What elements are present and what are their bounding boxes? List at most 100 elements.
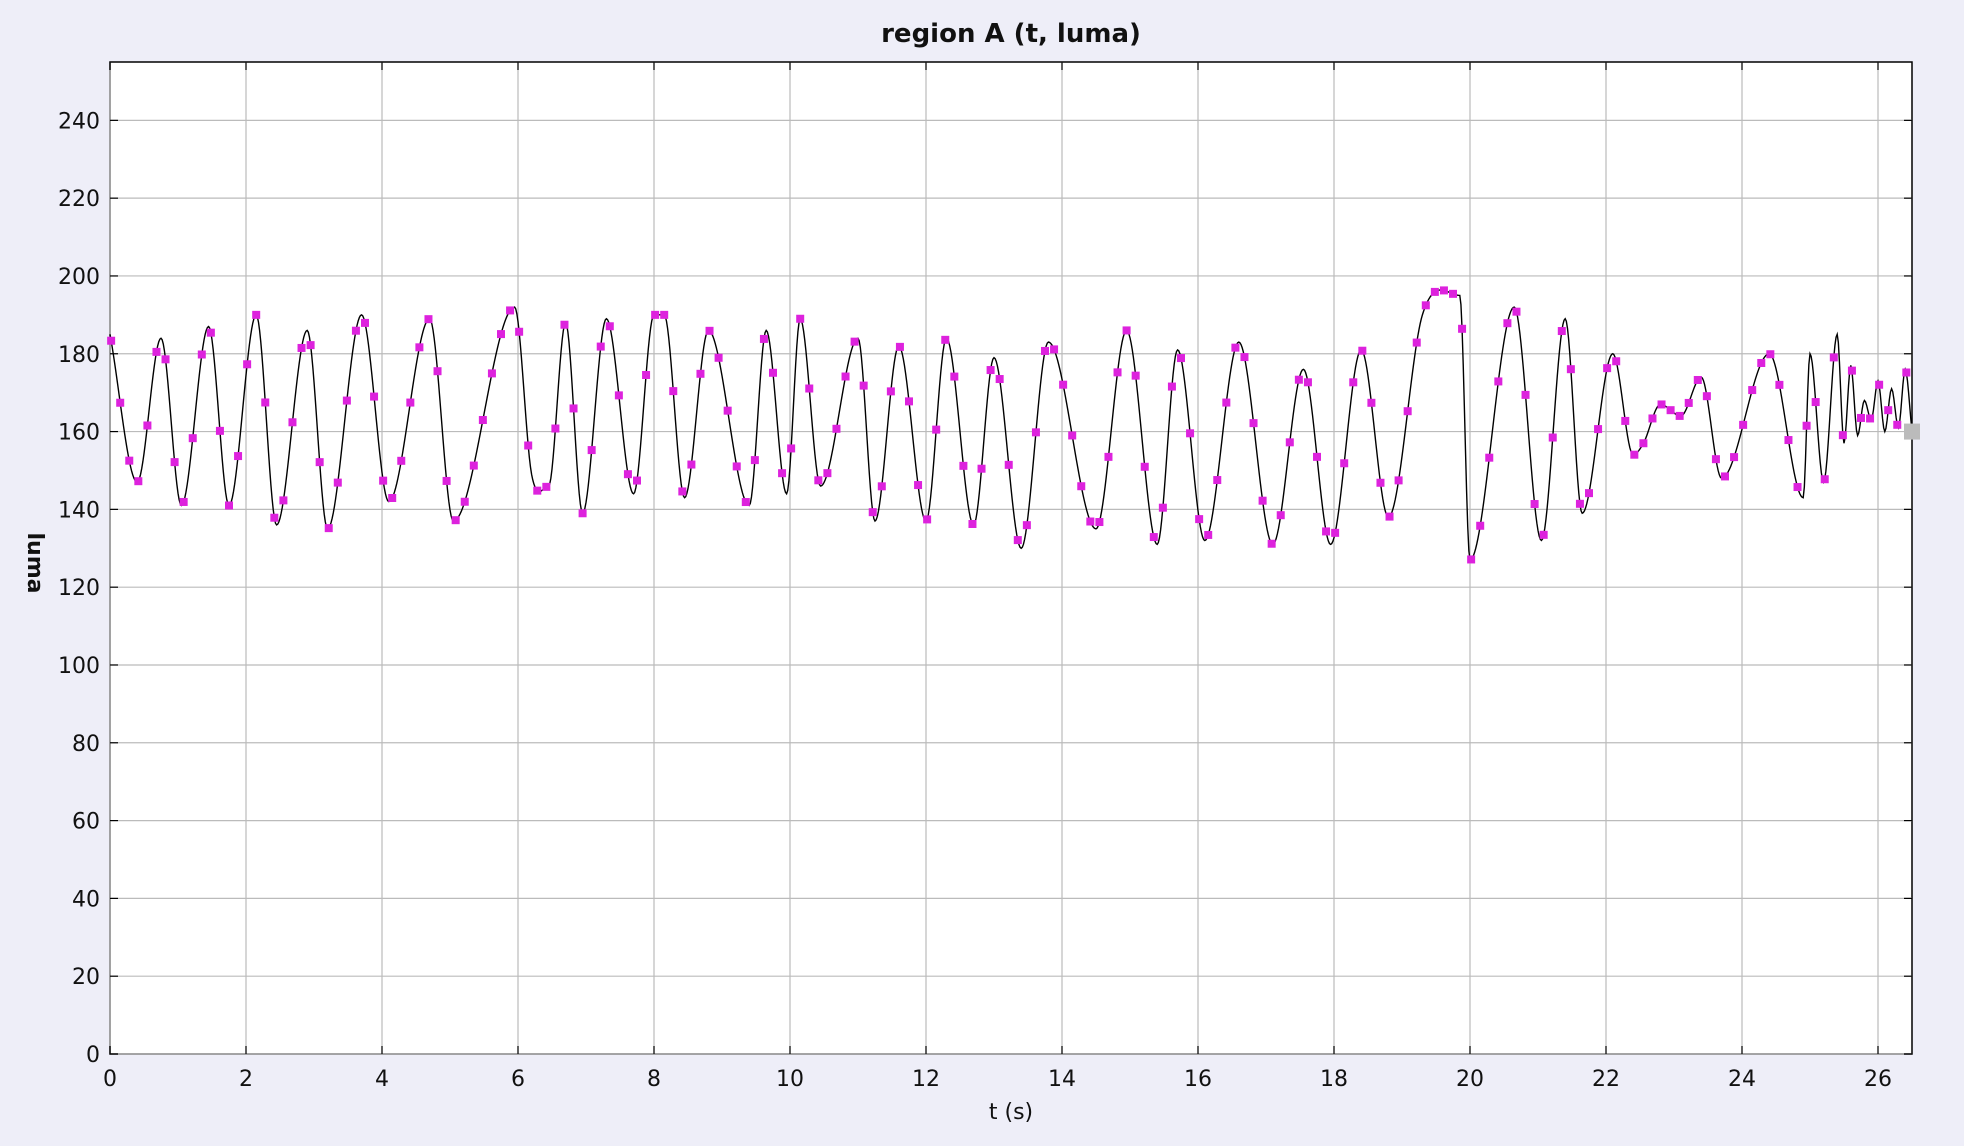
data-point-marker [1566,365,1575,374]
data-point-marker [986,366,995,375]
data-point-marker [107,336,116,345]
data-point-marker [261,398,270,407]
data-point-marker [1358,346,1367,355]
y-tick-label: 200 [58,265,100,290]
data-point-marker [1086,517,1095,526]
data-point-marker [578,509,587,518]
data-point-marker [315,458,324,467]
data-point-marker [1249,419,1258,428]
x-tick-label: 6 [511,1067,525,1092]
x-tick-label: 18 [1320,1067,1348,1092]
data-point-marker [1231,343,1240,352]
data-point-marker [460,497,469,506]
data-point-marker [1766,350,1775,359]
x-tick-label: 26 [1864,1067,1892,1092]
data-point-marker [1902,368,1911,377]
data-point-marker [1068,431,1077,440]
x-tick-label: 24 [1728,1067,1756,1092]
data-point-marker [796,314,805,323]
data-point-marker [959,461,968,470]
data-point-marker [324,524,333,533]
data-point-marker [1240,353,1249,362]
data-point-marker [170,458,179,467]
data-point-marker [678,487,687,496]
data-point-marker [1439,286,1448,295]
data-point-marker [1857,413,1865,422]
data-point-marker [1521,390,1530,399]
data-point-marker [1140,462,1149,471]
data-point-marker [333,478,342,487]
data-point-marker [1648,414,1657,423]
data-point-marker [1041,346,1049,355]
data-point-marker [805,384,814,393]
data-point-marker [116,398,125,407]
data-point-marker [769,368,777,377]
data-point-marker [206,328,215,337]
data-point-marker [687,460,696,469]
y-tick-label: 20 [72,965,100,990]
data-point-marker [714,353,723,362]
data-point-marker [161,355,170,364]
data-point-marker [1893,420,1902,429]
data-point-marker [1449,289,1457,298]
y-tick-label: 60 [72,810,100,835]
series-layer [107,286,1920,564]
data-point-marker [424,315,433,324]
data-point-marker [1331,528,1340,537]
data-point-marker [696,369,705,378]
data-point-marker [1847,366,1856,375]
x-tick-label: 0 [103,1067,117,1092]
x-tick-label: 4 [375,1067,389,1092]
x-tick-label: 22 [1592,1067,1620,1092]
data-point-marker [723,406,732,415]
data-point-marker [1267,539,1276,548]
data-point-marker [1575,499,1584,508]
data-point-marker [1621,416,1630,425]
data-point-marker [1530,500,1539,509]
data-point-marker [1403,407,1412,416]
y-tick-label: 160 [58,421,100,446]
x-tick-label: 12 [912,1067,940,1092]
y-tick-label: 240 [58,109,100,134]
data-point-marker [1548,433,1557,442]
data-point-marker [1802,421,1811,430]
data-point-marker [1612,357,1621,366]
y-axis-label: luma [22,533,47,594]
data-point-marker [506,306,515,315]
data-point-marker [1430,287,1439,296]
data-point-marker [1050,345,1059,354]
x-tick-label: 8 [647,1067,661,1092]
data-point-marker [1285,438,1294,447]
data-point-marker [188,434,197,443]
data-point-marker [306,341,315,350]
data-point-marker [451,516,460,525]
data-point-marker [732,462,741,471]
data-point-marker [1820,475,1829,484]
data-point-marker [1195,515,1204,524]
data-point-marker [1730,453,1739,462]
data-point-marker [1340,459,1349,468]
data-point-marker [651,310,660,319]
data-point-marker [433,367,442,376]
y-tick-label: 140 [58,498,100,523]
data-point-marker [497,330,505,339]
y-tick-label: 80 [72,732,100,757]
data-point-marker [1557,327,1566,336]
data-point-marker [1004,460,1013,469]
data-point-marker [614,391,623,400]
data-point-marker [1467,555,1476,564]
data-point-marker [379,476,388,485]
data-point-marker [596,342,605,351]
data-point-marker [1811,398,1820,407]
data-point-marker [1585,489,1593,498]
data-point-marker [914,481,923,490]
data-point-marker [1186,429,1195,438]
x-axis-label: t (s) [989,1100,1033,1125]
data-point-marker [660,310,669,319]
data-point-marker [1684,398,1693,407]
data-point-marker [1222,398,1231,407]
data-point-marker [623,470,632,479]
data-point-marker [995,375,1004,384]
data-point-marker [1675,411,1684,420]
data-point-marker [1167,382,1176,391]
